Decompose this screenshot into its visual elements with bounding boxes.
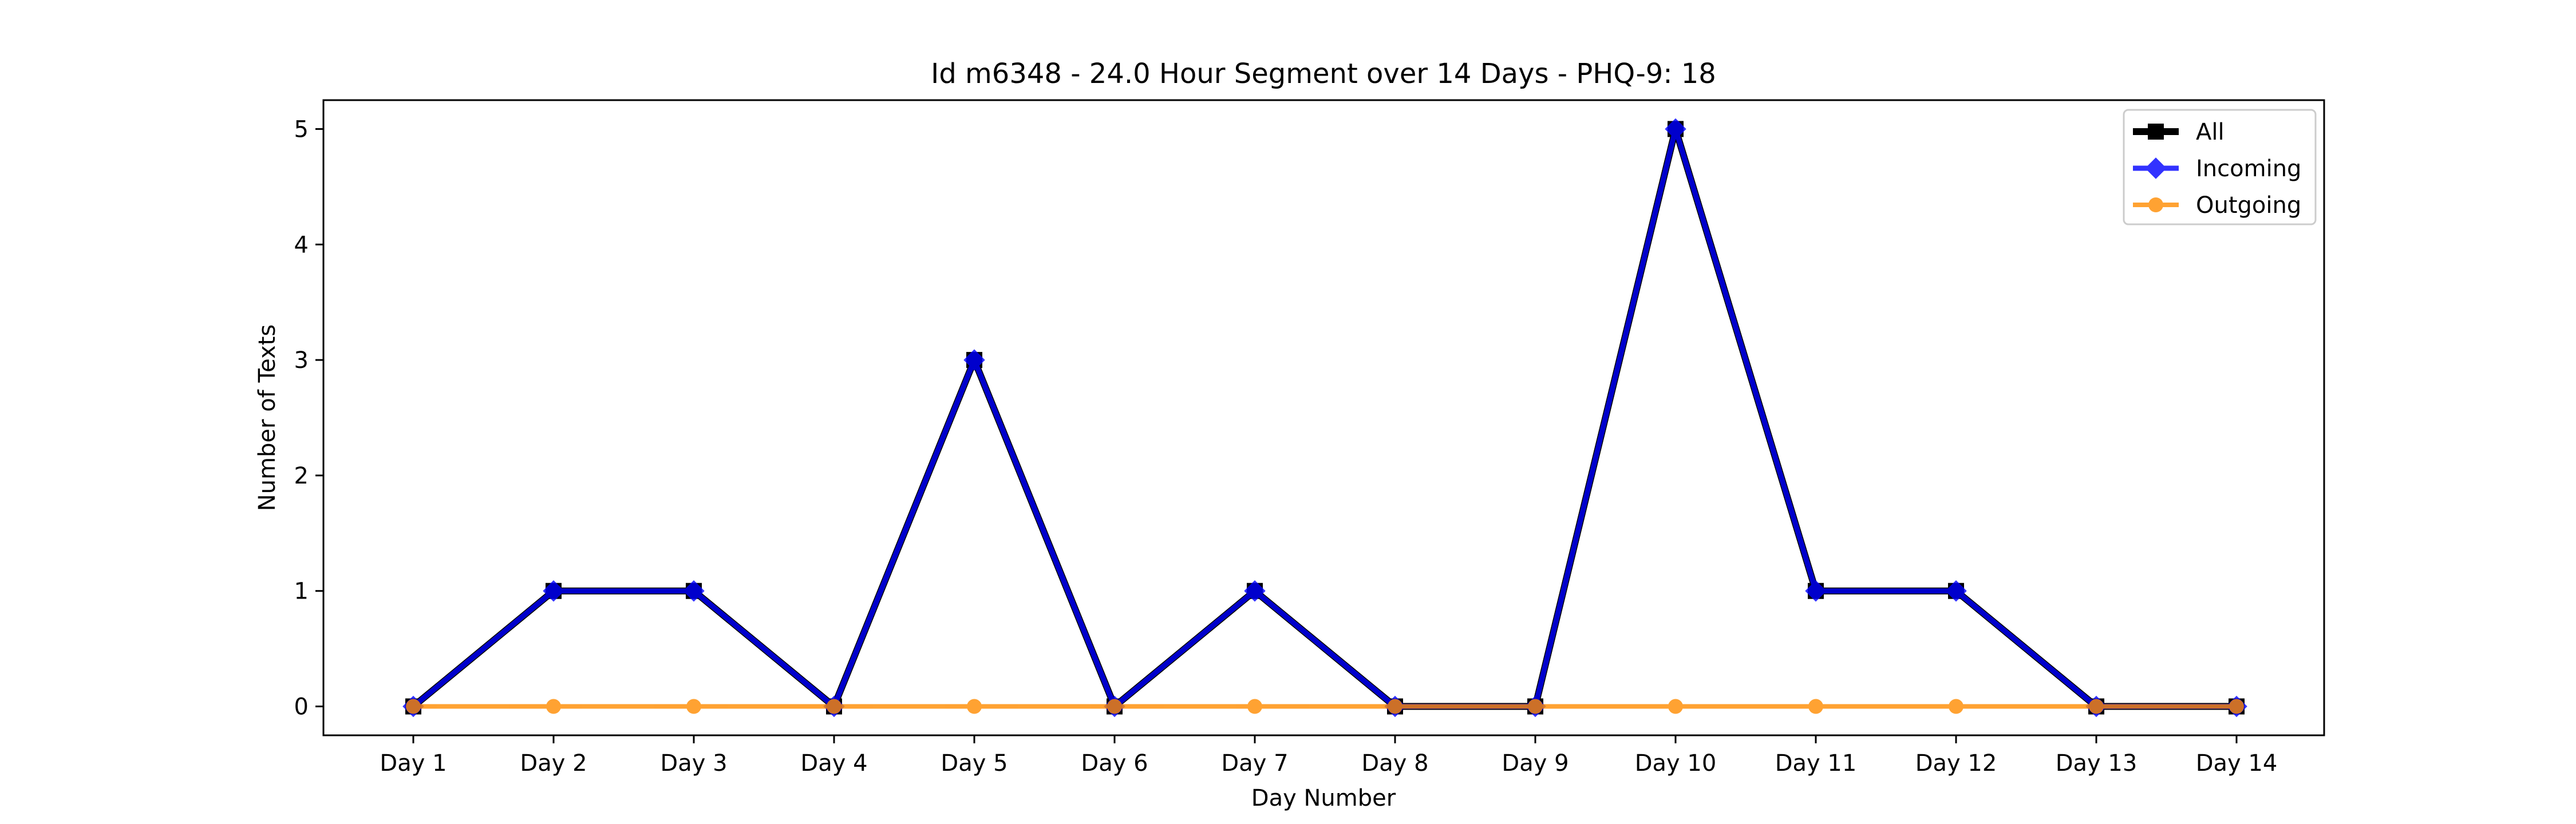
data-point-incoming [1805, 580, 1827, 602]
data-point-outgoing [686, 699, 701, 714]
data-point-outgoing [1528, 699, 1543, 714]
legend-label: All [2196, 119, 2225, 145]
x-tick-label: Day 6 [1081, 750, 1148, 777]
series-line-incoming [412, 126, 2237, 710]
x-tick-label: Day 5 [941, 750, 1008, 777]
y-axis-title: Number of Texts [254, 324, 280, 511]
x-axis-title: Day Number [1251, 785, 1396, 811]
y-tick-label: 1 [294, 579, 309, 605]
data-point-outgoing [1107, 699, 1122, 714]
legend-box [2123, 109, 2317, 225]
data-point-outgoing [827, 699, 841, 714]
legend-item-incoming [2133, 157, 2179, 179]
x-tick-label: Day 12 [1915, 750, 1997, 777]
y-tick-label: 4 [294, 232, 309, 258]
legend-item-outgoing [2133, 197, 2179, 212]
data-point-outgoing [967, 699, 982, 714]
y-tick-label: 5 [294, 116, 309, 142]
chart-title: Id m6348 - 24.0 Hour Segment over 14 Day… [931, 58, 1716, 90]
series-outgoing [406, 699, 2244, 714]
x-tick-label: Day 2 [520, 750, 587, 777]
x-tick-label: Day 3 [660, 750, 727, 777]
legend-swatch-marker [2148, 197, 2163, 212]
x-tick-label: Day 13 [2056, 750, 2138, 777]
legend-swatch-marker [2145, 157, 2167, 179]
data-point-incoming [1665, 118, 1686, 140]
series-incoming [402, 118, 2247, 718]
data-point-outgoing [1808, 699, 1823, 714]
legend-label: Incoming [2196, 156, 2301, 182]
legend-label: Outgoing [2196, 192, 2301, 219]
data-point-outgoing [1388, 699, 1402, 714]
data-point-outgoing [546, 699, 561, 714]
data-point-outgoing [406, 699, 421, 714]
legend-swatch-marker [2148, 124, 2164, 140]
y-tick-label: 2 [294, 463, 309, 489]
x-tick-label: Day 4 [800, 750, 867, 777]
x-tick-label: Day 14 [2196, 750, 2278, 777]
x-tick-label: Day 7 [1221, 750, 1288, 777]
data-point-outgoing [1668, 699, 1683, 714]
y-tick-label: 0 [294, 694, 309, 720]
data-point-outgoing [1949, 699, 1963, 714]
data-point-outgoing [2229, 699, 2244, 714]
data-point-incoming [1945, 580, 1967, 602]
data-point-incoming [683, 580, 705, 602]
data-point-outgoing [2089, 699, 2104, 714]
legend-item-all [2133, 124, 2179, 140]
data-point-incoming [963, 349, 985, 371]
x-tick-label: Day 10 [1635, 750, 1717, 777]
plot-area: 0 1 2 3 4 5 Day 1 Day 2 Day 3 Day 4 Day 5 Day 6 Day … [294, 116, 2278, 777]
legend: All Incoming Outgoing [2123, 109, 2317, 225]
y-tick-label: 3 [294, 347, 309, 374]
plot-frame [322, 99, 2325, 736]
x-tick-label: Day 1 [380, 750, 447, 777]
x-tick-label: Day 8 [1361, 750, 1428, 777]
data-point-incoming [543, 580, 564, 602]
x-tick-label: Day 11 [1775, 750, 1857, 777]
data-point-incoming [1244, 580, 1266, 602]
data-point-outgoing [1247, 699, 1262, 714]
x-tick-label: Day 9 [1502, 750, 1568, 777]
